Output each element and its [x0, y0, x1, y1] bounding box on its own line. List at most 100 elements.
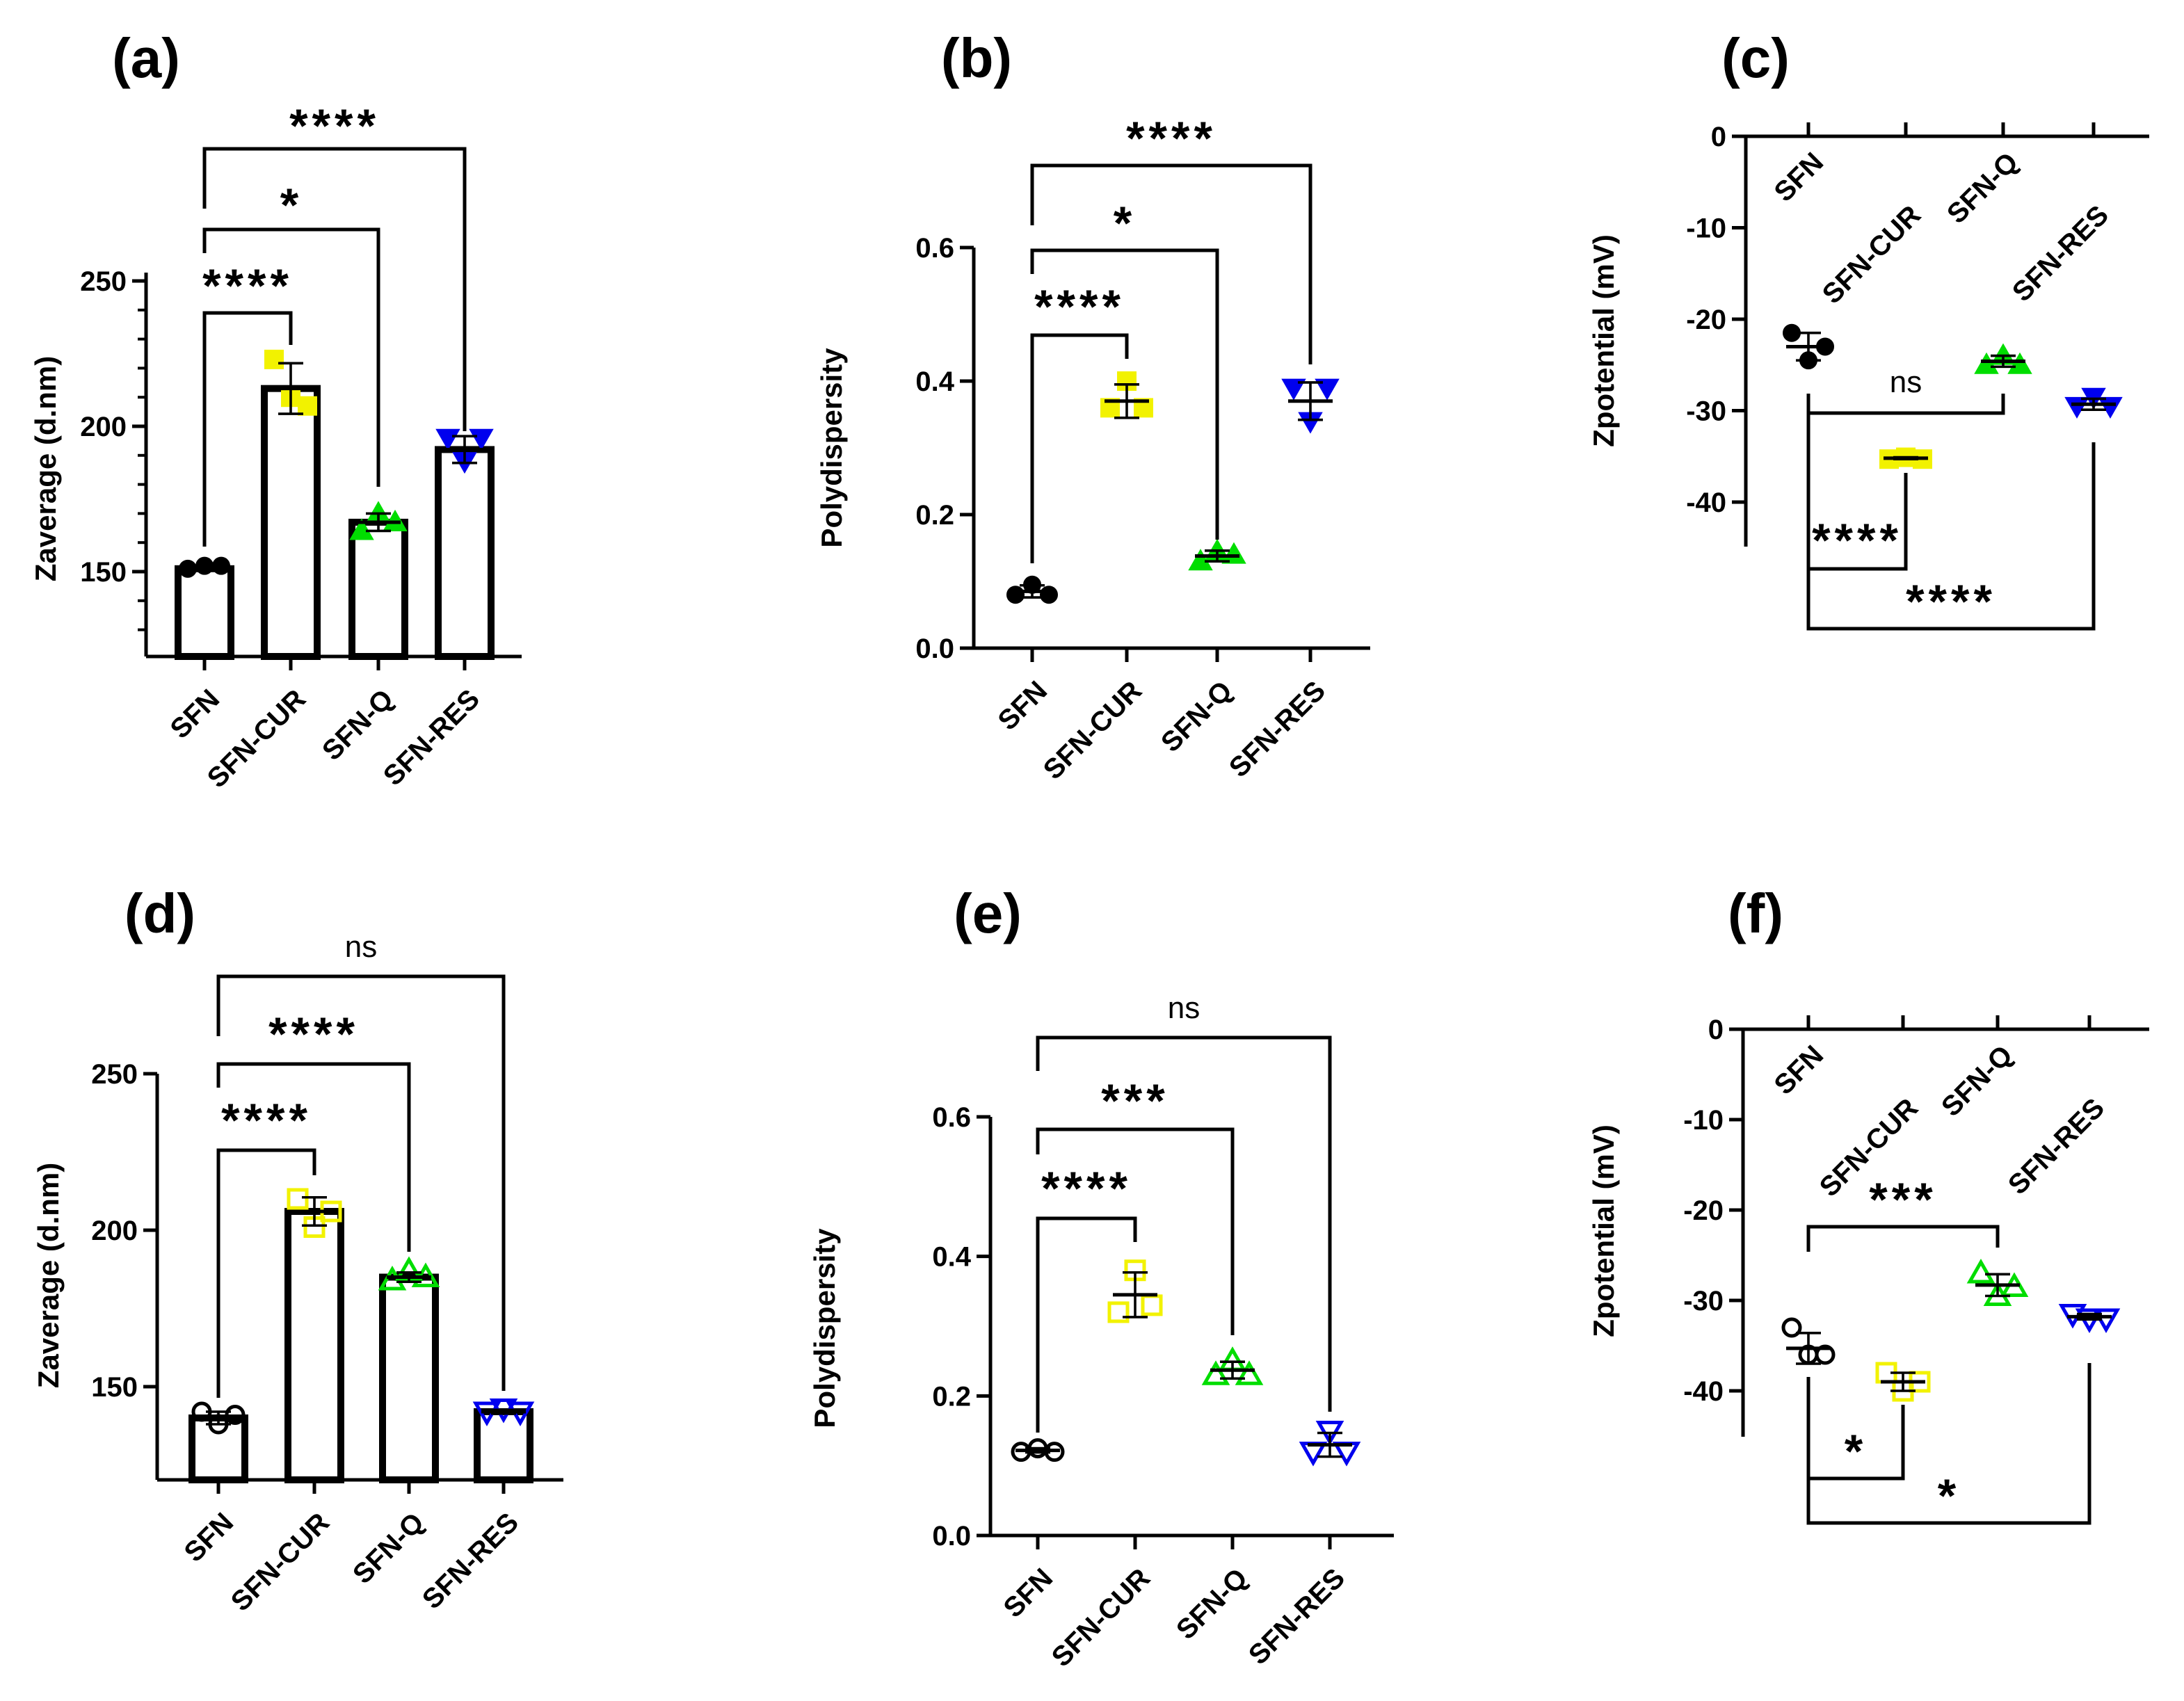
y-tick-label: 0.2: [915, 500, 954, 531]
data-point: [1201, 1360, 1230, 1385]
y-tick-label: -30: [1683, 1286, 1724, 1316]
data-point: [225, 1405, 246, 1425]
y-axis-title: Zaverage (d.nm): [32, 1163, 65, 1388]
bar-sfn-cur: [261, 385, 321, 660]
significance-label: ****: [1034, 280, 1125, 333]
y-tick-label: 150: [80, 557, 127, 588]
panel-label: (e): [954, 882, 1022, 944]
y-tick-label: -10: [1683, 1105, 1724, 1136]
data-point: [1006, 586, 1025, 604]
data-point: [435, 428, 460, 451]
y-axis-title: Zpotential (mV): [1587, 234, 1620, 447]
x-tick-label: SFN: [992, 675, 1053, 736]
data-point: [1815, 1344, 1836, 1365]
x-tick-label: SFN-RES: [2002, 1093, 2110, 1200]
y-tick-label: 0.0: [932, 1521, 971, 1551]
x-tick-label: SFN: [164, 684, 225, 745]
x-tick-label: SFN: [1768, 1040, 1829, 1101]
x-tick-label: SFN: [1768, 147, 1829, 208]
panel-label: (a): [112, 27, 180, 89]
significance-label: ****: [221, 1094, 312, 1147]
x-tick-label: SFN-RES: [1223, 675, 1331, 783]
significance-bracket: [1806, 394, 2096, 631]
significance-label: ****: [1041, 1162, 1132, 1215]
significance-label: *: [280, 179, 303, 232]
x-tick-label: SFN-Q: [1171, 1563, 1253, 1645]
data-point: [1141, 1294, 1163, 1316]
x-tick-label: SFN-Q: [1941, 147, 2024, 229]
data-point: [264, 349, 284, 369]
x-tick-label: SFN-CUR: [1046, 1563, 1156, 1672]
y-tick-label: 250: [91, 1059, 138, 1090]
panel-label: (f): [1728, 882, 1783, 944]
y-tick-label: -20: [1686, 305, 1726, 335]
significance-label: ****: [1126, 112, 1217, 165]
x-tick-label: SFN: [997, 1563, 1059, 1624]
panel-f: (f)Zpotential (mV)0-10-20-30-40SFNSFN-CU…: [1587, 882, 2149, 1525]
y-tick-label: -40: [1683, 1376, 1724, 1407]
y-tick-label: 0.6: [915, 233, 954, 264]
y-axis-title: Zpotential (mV): [1587, 1124, 1620, 1337]
significance-label: ns: [345, 930, 377, 964]
y-tick-label: 200: [91, 1216, 138, 1246]
y-tick-label: 200: [80, 412, 127, 442]
significance-label: *: [1845, 1425, 1867, 1478]
panel-label: (c): [1721, 27, 1790, 89]
bar-sfn: [188, 1414, 248, 1483]
significance-bracket: [216, 1062, 411, 1252]
significance-bracket: [202, 147, 467, 431]
bar-sfn-cur: [284, 1208, 344, 1483]
significance-bracket: [1030, 163, 1312, 364]
data-point: [2064, 396, 2089, 419]
significance-label: *: [1938, 1469, 1960, 1522]
significance-label: ****: [1812, 514, 1902, 567]
data-point: [1107, 1301, 1130, 1323]
significance-label: ns: [1168, 991, 1200, 1025]
significance-label: ***: [1101, 1074, 1169, 1127]
significance-label: ****: [268, 1008, 359, 1061]
significance-bracket: [1806, 1225, 2000, 1252]
y-axis-title: Polydispersity: [815, 348, 848, 548]
y-tick-label: -10: [1686, 213, 1726, 244]
panel-label: (b): [941, 27, 1012, 89]
significance-bracket: [1036, 1035, 1332, 1412]
x-tick-label: SFN-RES: [2007, 200, 2114, 307]
x-tick-label: SFN: [178, 1507, 239, 1568]
x-tick-label: SFN-Q: [1936, 1040, 2018, 1122]
x-tick-label: SFN-CUR: [1817, 200, 1927, 309]
significance-bracket: [216, 974, 506, 1391]
data-point: [1781, 1317, 1802, 1338]
y-tick-label: 0.4: [915, 366, 954, 397]
significance-bracket: [1030, 333, 1129, 563]
data-point: [287, 1188, 309, 1210]
data-point: [1221, 542, 1246, 564]
significance-label: ****: [202, 259, 293, 312]
y-tick-label: -30: [1686, 396, 1726, 427]
y-tick-label: -40: [1686, 487, 1726, 518]
x-tick-label: SFN-RES: [1243, 1563, 1351, 1670]
y-tick-label: 0.2: [932, 1381, 971, 1412]
significance-bracket: [1806, 1363, 2091, 1525]
x-tick-label: SFN-Q: [316, 684, 399, 766]
significance-bracket: [202, 311, 293, 547]
bar-sfn: [175, 565, 234, 661]
y-tick-label: 0: [1708, 1015, 1724, 1045]
data-point: [298, 396, 317, 416]
y-tick-label: 150: [91, 1372, 138, 1403]
significance-bracket: [216, 1148, 316, 1398]
bar-sfn-q: [348, 518, 408, 660]
panel-c: (c) Zpotential (mV) 0 -10 -20 -30 -40 SFNSFN-CU…: [1587, 27, 2149, 631]
y-tick-label: 0.0: [915, 634, 954, 664]
data-point: [1281, 378, 1306, 401]
data-point: [1235, 1360, 1264, 1385]
y-tick-label: 250: [80, 266, 127, 297]
significance-bracket: [202, 227, 380, 487]
significance-label: *: [1114, 197, 1136, 250]
y-tick-label: -20: [1683, 1195, 1724, 1226]
x-tick-label: SFN-RES: [417, 1507, 524, 1615]
x-tick-label: SFN-CUR: [225, 1507, 335, 1617]
